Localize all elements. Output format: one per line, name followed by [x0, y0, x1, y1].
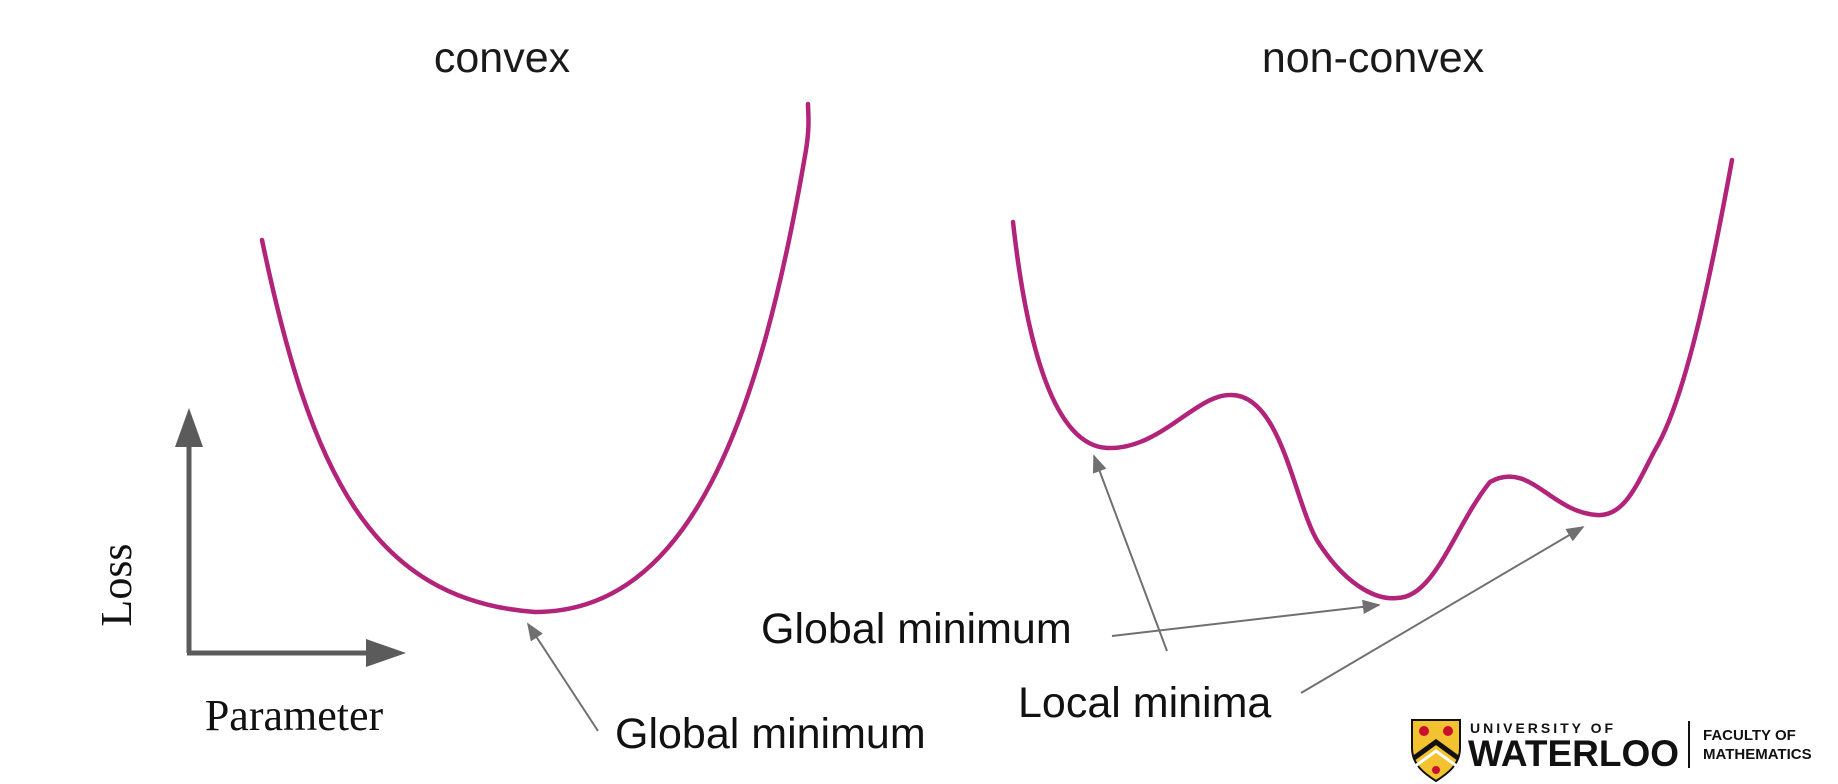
logo-waterloo-text: WATERLOO: [1468, 733, 1679, 774]
local-minima-label: Local minima: [1018, 679, 1271, 727]
logo-faculty-line2: MATHEMATICS: [1703, 746, 1812, 763]
logo-university-text: UNIVERSITY OF: [1470, 720, 1616, 736]
nonconvex-global-minimum-label: Global minimum: [761, 605, 1072, 653]
convex-global-minimum-label: Global minimum: [615, 710, 926, 758]
logo-faculty-line1: FACULTY OF: [1703, 727, 1796, 744]
axis-diagram: Loss Parameter: [92, 408, 406, 740]
nonconvex-loss-curve: [1010, 157, 1735, 601]
convex-loss-curve: [259, 101, 811, 615]
convex-global-minimum-pointer: [527, 622, 599, 732]
local-minimum-pointer-right: [1300, 526, 1585, 694]
convex-title: convex: [434, 34, 571, 82]
loss-axis-label: Loss: [92, 543, 141, 626]
local-minimum-pointer-left: [1092, 454, 1168, 652]
nonconvex-global-minimum-pointer: [1111, 599, 1381, 637]
university-logo: UNIVERSITY OF WATERLOO FACULTY OF MATHEM…: [1411, 719, 1812, 783]
loss-axis-arrowhead: [175, 408, 203, 447]
parameter-axis-arrowhead: [366, 639, 406, 667]
shield-icon: [1411, 719, 1461, 783]
nonconvex-title: non-convex: [1262, 34, 1485, 82]
parameter-axis-label: Parameter: [205, 691, 384, 740]
